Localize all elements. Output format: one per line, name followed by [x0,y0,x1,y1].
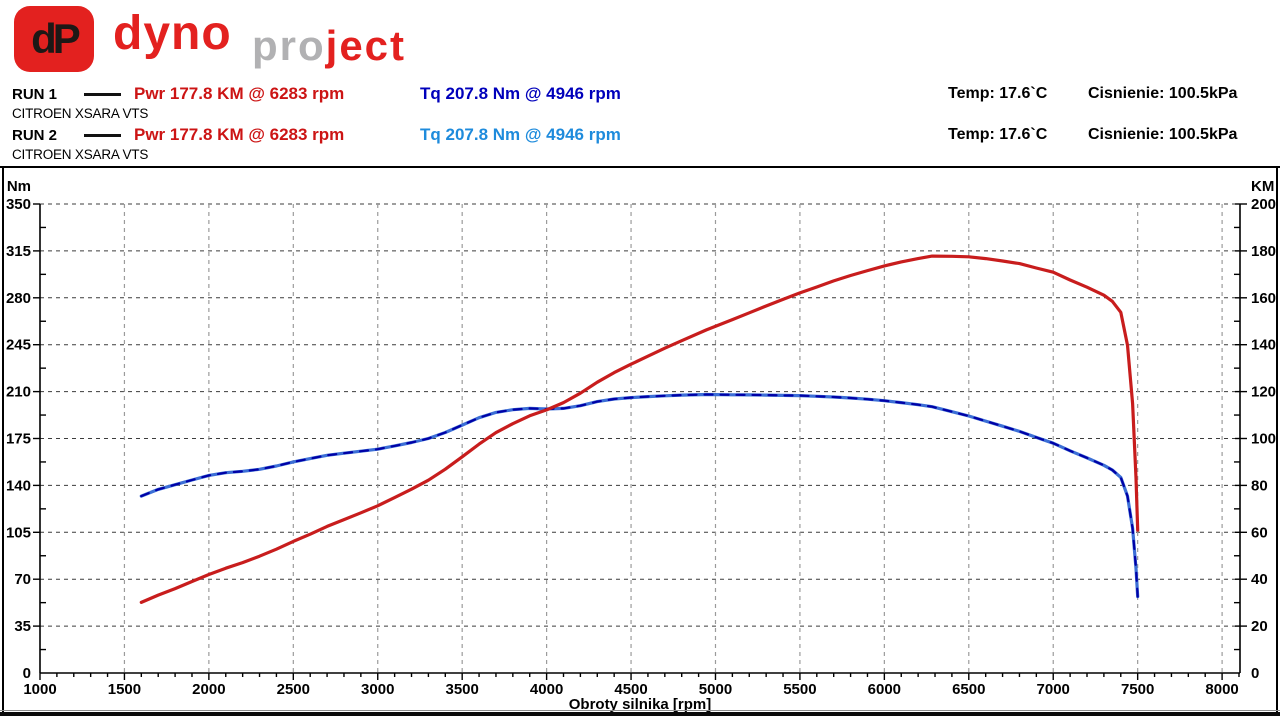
run2-row: RUN 2 Pwr 177.8 KM @ 6283 rpm Tq 207.8 N… [0,125,1280,147]
svg-text:20: 20 [1251,618,1268,635]
svg-text:2500: 2500 [277,681,310,698]
svg-text:60: 60 [1251,524,1268,541]
run2-power-reading: Pwr 177.8 KM @ 6283 rpm [134,125,345,144]
svg-text:180: 180 [1251,243,1276,260]
logo-word-project: project [252,22,406,70]
svg-text:350: 350 [6,196,31,213]
svg-text:5500: 5500 [783,681,816,698]
svg-text:175: 175 [6,431,31,448]
frame-right-border [1276,168,1278,714]
svg-text:1000: 1000 [23,681,56,698]
run2-vehicle-name: CITROEN XSARA VTS [12,147,149,162]
svg-text:KM: KM [1251,178,1274,195]
svg-text:5000: 5000 [699,681,732,698]
svg-text:40: 40 [1251,571,1268,588]
svg-text:2000: 2000 [192,681,225,698]
run2-pressure: Cisnienie: 100.5kPa [1088,126,1238,143]
svg-text:0: 0 [23,665,31,682]
svg-text:120: 120 [1251,384,1276,401]
bottom-border-black [0,712,1280,716]
svg-text:200: 200 [1251,196,1276,213]
run1-power-reading: Pwr 177.8 KM @ 6283 rpm [134,84,345,103]
svg-text:70: 70 [14,571,31,588]
header-divider [0,166,1280,168]
run1-legend-line [84,93,121,96]
svg-text:210: 210 [6,384,31,401]
svg-text:140: 140 [1251,337,1276,354]
svg-text:6500: 6500 [952,681,985,698]
svg-text:7500: 7500 [1121,681,1154,698]
svg-text:4500: 4500 [614,681,647,698]
bottom-border-gray [0,710,1280,711]
svg-text:Nm: Nm [7,178,31,195]
svg-text:35: 35 [14,618,31,635]
svg-text:140: 140 [6,477,31,494]
run2-torque-reading: Tq 207.8 Nm @ 4946 rpm [420,125,621,144]
svg-text:280: 280 [6,290,31,307]
logo-mark-letters: dP [31,15,81,62]
run2-temperature: Temp: 17.6`C [948,126,1048,143]
svg-text:Obroty silnika [rpm]: Obroty silnika [rpm] [569,696,712,713]
run1-pressure: Cisnienie: 100.5kPa [1088,85,1238,102]
logo-word-ject: ject [325,22,407,69]
svg-text:6000: 6000 [868,681,901,698]
svg-text:160: 160 [1251,290,1276,307]
svg-text:1500: 1500 [108,681,141,698]
run1-temperature: Temp: 17.6`C [948,85,1048,102]
frame-left-border [2,168,4,714]
svg-text:80: 80 [1251,477,1268,494]
run1-torque-reading: Tq 207.8 Nm @ 4946 rpm [420,84,621,103]
svg-text:100: 100 [1251,431,1276,448]
svg-text:0: 0 [1251,665,1259,682]
svg-text:3000: 3000 [361,681,394,698]
svg-text:315: 315 [6,243,31,260]
dynoproject-logo-icon: dP [14,6,94,72]
logo-word-dyno: dyno [113,7,232,60]
run2-label: RUN 2 [12,127,58,144]
svg-text:3500: 3500 [445,681,478,698]
run2-legend-line [84,134,121,137]
logo-word-pro: pro [252,22,326,69]
svg-text:105: 105 [6,524,31,541]
svg-text:8000: 8000 [1205,681,1238,698]
svg-text:7000: 7000 [1037,681,1070,698]
svg-text:4000: 4000 [530,681,563,698]
run1-vehicle-name: CITROEN XSARA VTS [12,106,149,121]
run1-row: RUN 1 Pwr 177.8 KM @ 6283 rpm Tq 207.8 N… [0,84,1280,106]
run1-label: RUN 1 [12,86,58,103]
svg-text:245: 245 [6,337,31,354]
